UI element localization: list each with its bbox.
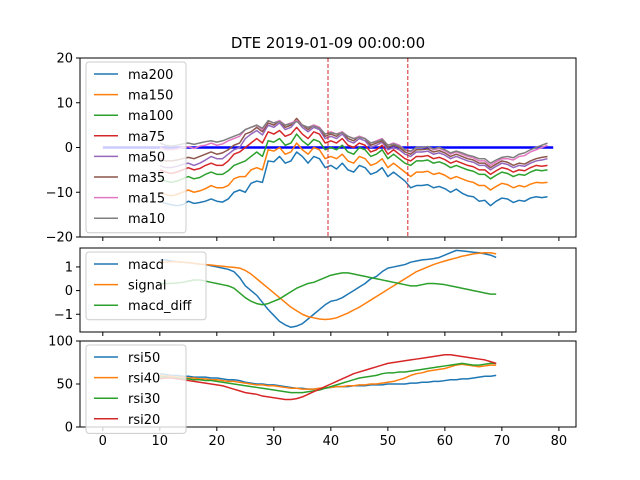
legend-label-macd_diff: macd_diff: [128, 299, 192, 314]
y-tick-label: 0: [65, 284, 73, 299]
series-line-ma50: [159, 119, 548, 171]
legend-label-rsi50: rsi50: [128, 351, 160, 366]
legend-box: [85, 251, 207, 321]
series-line-signal: [159, 251, 497, 321]
legend-label-ma50: ma50: [128, 150, 165, 165]
x-tick-label: 20: [209, 434, 226, 449]
x-tick-label: 0: [99, 434, 107, 449]
y-tick-label: 1: [65, 260, 73, 275]
x-tick-label: 80: [551, 434, 568, 449]
y-tick-label: 0: [65, 421, 73, 436]
y-tick-label: −1: [54, 308, 73, 323]
legend-label-ma200: ma200: [128, 68, 173, 83]
x-tick-label: 60: [437, 434, 454, 449]
legend-label-rsi40: rsi40: [128, 372, 160, 387]
panel-moving-averages: −20 −10 0 10 20 ma200 ma150 ma100 ma75 ma50 ma35 ma…: [46, 52, 577, 246]
x-tick-label: 30: [266, 434, 283, 449]
y-tick-label: 0: [65, 141, 73, 156]
x-tick-label: 10: [152, 434, 169, 449]
legend-box: [85, 344, 187, 434]
series-line-ma10: [159, 119, 548, 164]
series-line-ma75: [159, 126, 548, 176]
legend-label-ma75: ma75: [128, 130, 165, 145]
x-tick-label: 50: [380, 434, 397, 449]
series-line-ma100: [159, 133, 548, 184]
panel-macd: −1 0 1 macd signal macd_diff: [54, 247, 577, 336]
panel-rsi: 0 50 100 0 10 20 30 40 50 60 70 80 rsi50 rsi40 rsi30 rs…: [48, 335, 577, 449]
y-tick-label: 10: [56, 96, 73, 111]
x-tick-label: 70: [494, 434, 511, 449]
series-line-ma150: [159, 142, 548, 197]
series-line-rsi20: [159, 354, 497, 401]
y-tick-label: 50: [56, 378, 73, 393]
y-tick-label: 20: [56, 52, 73, 67]
y-tick-label: 100: [48, 335, 73, 350]
legend-box: [85, 61, 187, 234]
y-tick-label: −20: [46, 231, 73, 246]
series-line-ma200: [159, 151, 548, 207]
y-tick-label: −10: [46, 186, 73, 201]
legend-label-ma35: ma35: [128, 171, 165, 186]
series-line-ma35: [159, 117, 548, 169]
series-line-macd_diff: [159, 272, 497, 306]
legend-label-signal: signal: [128, 279, 166, 294]
legend-label-macd: macd: [128, 258, 164, 273]
legend-label-rsi20: rsi20: [128, 413, 160, 428]
legend-label-rsi30: rsi30: [128, 392, 160, 407]
legend-label-ma100: ma100: [128, 109, 173, 124]
legend-label-ma10: ma10: [128, 212, 165, 227]
x-tick-label: 40: [323, 434, 340, 449]
plot-area: [159, 354, 497, 401]
plot-area: [159, 249, 497, 329]
series-line-rsi30: [159, 362, 497, 394]
legend-label-ma150: ma150: [128, 89, 173, 104]
series-line-macd: [159, 249, 497, 329]
axes-frame: [79, 247, 577, 333]
legend-label-ma15: ma15: [128, 192, 165, 207]
chart-title: DTE 2019-01-09 00:00:00: [231, 34, 425, 52]
